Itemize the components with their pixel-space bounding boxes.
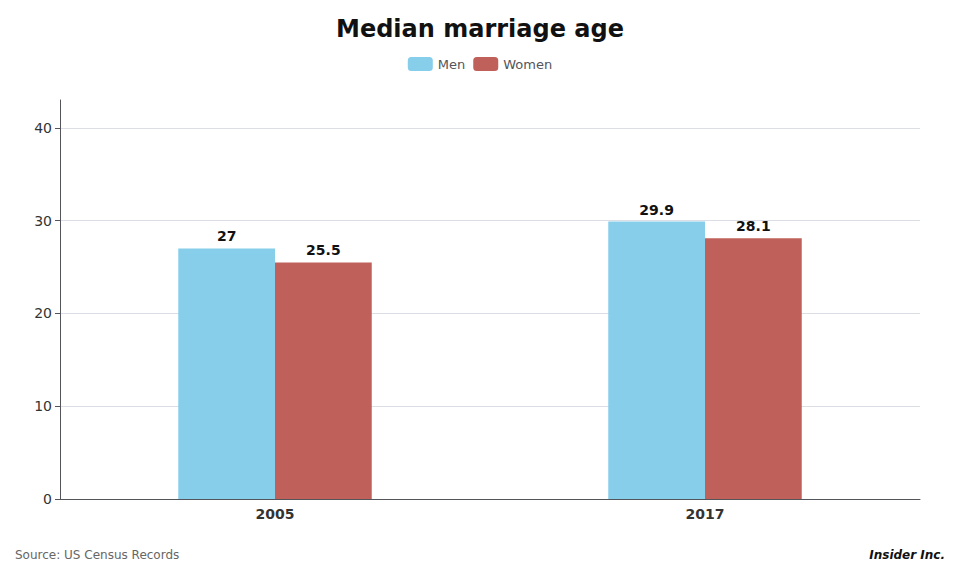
svg-text:29.9: 29.9 xyxy=(639,202,674,218)
svg-text:40: 40 xyxy=(34,120,52,136)
svg-text:0: 0 xyxy=(43,491,52,507)
svg-text:27: 27 xyxy=(217,228,236,244)
svg-text:Insider Inc.: Insider Inc. xyxy=(869,548,945,562)
svg-text:2017: 2017 xyxy=(686,506,725,522)
svg-text:Women: Women xyxy=(503,57,552,72)
svg-text:25.5: 25.5 xyxy=(306,242,341,258)
svg-text:30: 30 xyxy=(34,213,52,229)
svg-text:20: 20 xyxy=(34,305,52,321)
svg-text:2005: 2005 xyxy=(256,506,295,522)
svg-text:Source: US Census Records: Source: US Census Records xyxy=(15,548,179,562)
svg-text:28.1: 28.1 xyxy=(736,218,771,234)
svg-text:10: 10 xyxy=(34,398,52,414)
svg-text:Men: Men xyxy=(438,57,465,72)
svg-text:Median marriage age: Median marriage age xyxy=(336,15,624,43)
